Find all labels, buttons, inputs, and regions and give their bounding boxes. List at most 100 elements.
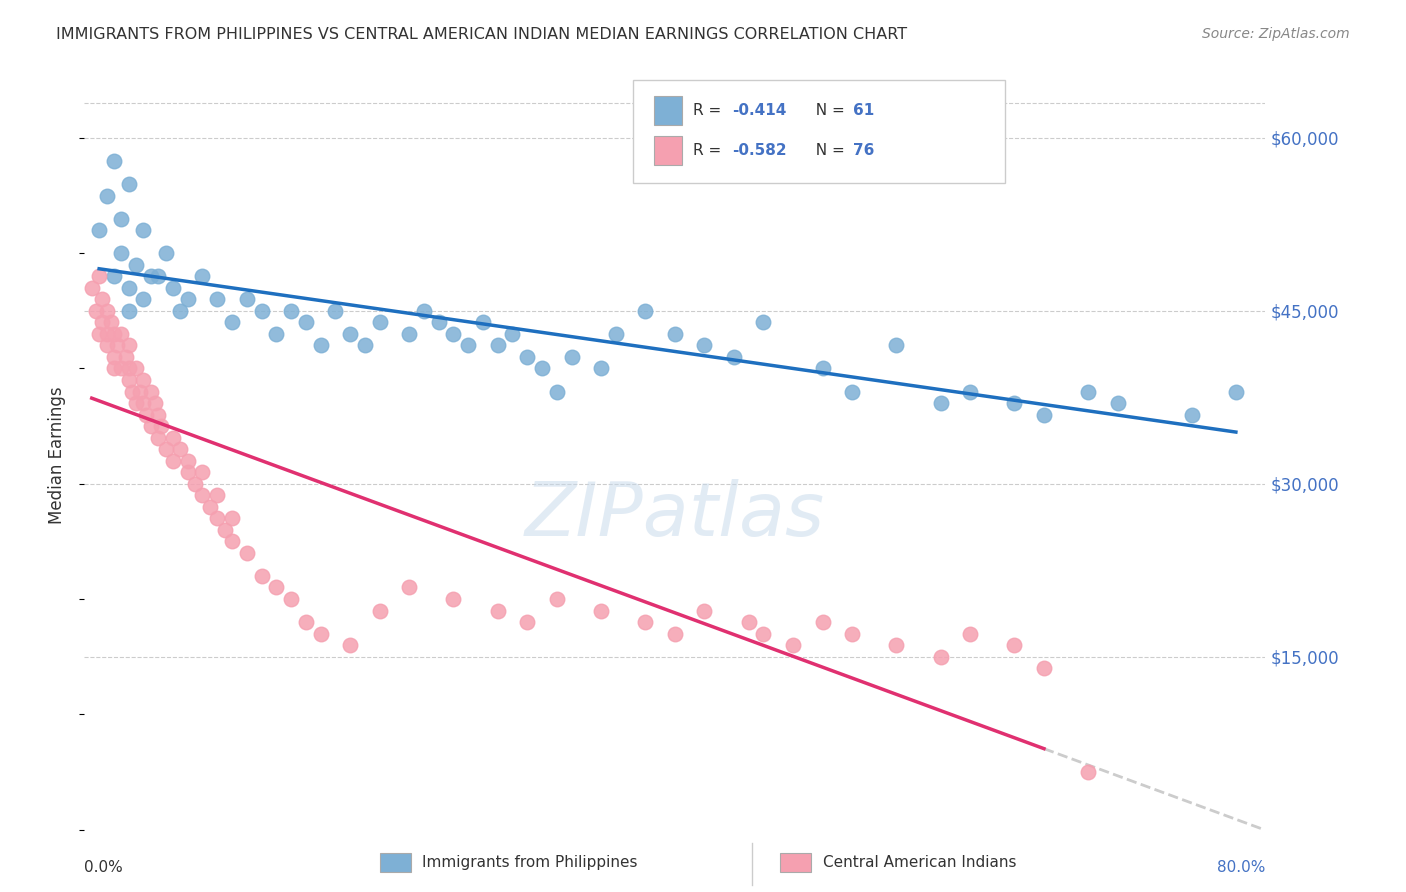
Point bbox=[1077, 764, 1099, 779]
Point bbox=[309, 626, 332, 640]
Point bbox=[177, 453, 200, 467]
Point bbox=[472, 315, 495, 329]
Point bbox=[103, 153, 125, 168]
Point bbox=[150, 419, 173, 434]
Point bbox=[1033, 661, 1056, 675]
Text: -0.582: -0.582 bbox=[733, 144, 787, 158]
Point bbox=[110, 211, 132, 226]
Point bbox=[811, 361, 834, 376]
Point bbox=[96, 338, 118, 352]
Point bbox=[91, 293, 114, 307]
Point bbox=[135, 408, 157, 422]
Point bbox=[155, 246, 177, 260]
Point bbox=[886, 338, 908, 352]
Text: N =: N = bbox=[806, 103, 849, 118]
Point bbox=[105, 338, 128, 352]
Point bbox=[634, 615, 657, 629]
Point bbox=[295, 315, 318, 329]
Point bbox=[841, 384, 863, 399]
Point bbox=[132, 223, 155, 237]
Point bbox=[959, 384, 981, 399]
Point bbox=[221, 315, 243, 329]
Point bbox=[162, 431, 184, 445]
Point bbox=[531, 361, 554, 376]
Text: 80.0%: 80.0% bbox=[1218, 860, 1265, 874]
Point bbox=[87, 326, 111, 341]
Point bbox=[250, 303, 273, 318]
Point bbox=[368, 603, 391, 617]
Point bbox=[752, 626, 775, 640]
Point bbox=[148, 408, 170, 422]
Point bbox=[214, 523, 236, 537]
Point bbox=[100, 315, 122, 329]
Point bbox=[87, 223, 111, 237]
Point bbox=[309, 338, 332, 352]
Point bbox=[118, 373, 141, 387]
Point bbox=[266, 581, 288, 595]
Text: -0.414: -0.414 bbox=[733, 103, 787, 118]
Point bbox=[103, 326, 125, 341]
Point bbox=[723, 350, 745, 364]
Point bbox=[198, 500, 221, 514]
Text: R =: R = bbox=[693, 103, 727, 118]
Point bbox=[634, 303, 657, 318]
Point bbox=[132, 396, 155, 410]
Point bbox=[443, 326, 465, 341]
Point bbox=[191, 488, 214, 502]
Point bbox=[169, 442, 191, 457]
Point bbox=[738, 615, 761, 629]
Point bbox=[162, 281, 184, 295]
Point bbox=[148, 269, 170, 284]
Point bbox=[236, 546, 259, 560]
Point bbox=[605, 326, 627, 341]
Point bbox=[782, 638, 804, 652]
Point bbox=[752, 315, 775, 329]
Point bbox=[184, 476, 207, 491]
Point bbox=[501, 326, 523, 341]
Point bbox=[118, 303, 141, 318]
Point bbox=[325, 303, 347, 318]
Point bbox=[236, 293, 259, 307]
Text: 61: 61 bbox=[853, 103, 875, 118]
Point bbox=[427, 315, 450, 329]
Point bbox=[132, 293, 155, 307]
Point bbox=[266, 326, 288, 341]
Point bbox=[110, 326, 132, 341]
Point bbox=[162, 453, 184, 467]
Point bbox=[1004, 638, 1026, 652]
Y-axis label: Median Earnings: Median Earnings bbox=[48, 386, 66, 524]
Point bbox=[118, 177, 141, 191]
Point bbox=[139, 384, 162, 399]
Point bbox=[129, 384, 152, 399]
Point bbox=[110, 361, 132, 376]
Point bbox=[169, 303, 191, 318]
Point bbox=[110, 246, 132, 260]
Point bbox=[398, 581, 420, 595]
Text: R =: R = bbox=[693, 144, 727, 158]
Point bbox=[693, 603, 716, 617]
Point bbox=[80, 281, 103, 295]
Point bbox=[929, 396, 952, 410]
Point bbox=[177, 465, 200, 479]
Point bbox=[1225, 384, 1247, 399]
Point bbox=[125, 361, 148, 376]
Text: ZIPatlas: ZIPatlas bbox=[524, 479, 825, 551]
Point bbox=[84, 303, 107, 318]
Point bbox=[339, 638, 361, 652]
Point bbox=[221, 534, 243, 549]
Point bbox=[103, 350, 125, 364]
Point bbox=[125, 396, 148, 410]
Point bbox=[457, 338, 479, 352]
Point bbox=[280, 303, 302, 318]
Point bbox=[143, 396, 166, 410]
Point bbox=[546, 384, 568, 399]
Point bbox=[118, 361, 141, 376]
Point bbox=[207, 293, 229, 307]
Text: 76: 76 bbox=[853, 144, 875, 158]
Point bbox=[103, 269, 125, 284]
Point bbox=[398, 326, 420, 341]
Text: 0.0%: 0.0% bbox=[84, 860, 124, 874]
Point bbox=[546, 592, 568, 607]
Point bbox=[96, 188, 118, 202]
Point bbox=[486, 603, 509, 617]
